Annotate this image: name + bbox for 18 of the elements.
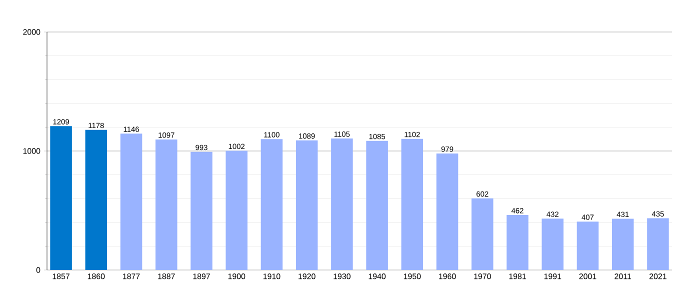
bar <box>260 139 283 270</box>
bar <box>401 138 424 270</box>
bar <box>120 134 142 270</box>
bar <box>156 139 178 270</box>
bar <box>85 130 108 270</box>
bar <box>506 215 528 270</box>
bar <box>647 218 669 270</box>
bar <box>542 218 564 270</box>
bar <box>226 150 248 270</box>
bar <box>436 153 458 270</box>
bar <box>190 152 212 270</box>
bar <box>366 140 388 270</box>
bar <box>612 218 634 270</box>
bar <box>331 138 353 270</box>
bar <box>296 140 318 270</box>
bar <box>472 198 494 270</box>
bar <box>576 222 599 270</box>
bar <box>50 126 72 270</box>
